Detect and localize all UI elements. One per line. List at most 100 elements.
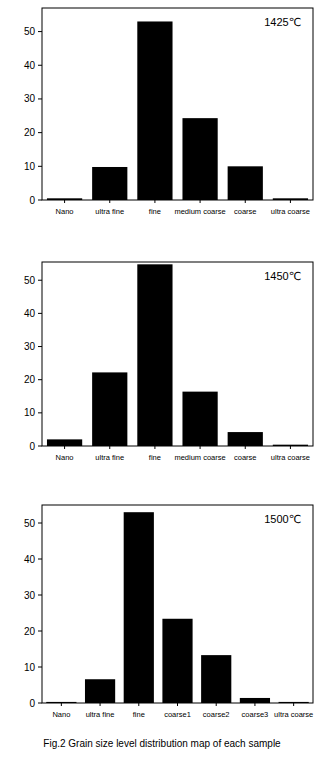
y-tick-label: 10 <box>24 407 36 418</box>
bar <box>137 264 172 446</box>
x-tick-label: Nano <box>52 710 70 719</box>
y-tick-label: 10 <box>24 161 36 172</box>
x-tick <box>64 446 65 449</box>
y-tick-label: 40 <box>24 308 36 319</box>
x-tick <box>154 200 155 203</box>
y-tick <box>38 703 42 704</box>
x-tick-label: coarse1 <box>164 710 191 719</box>
x-tick <box>109 446 110 449</box>
y-tick-label: 10 <box>24 662 36 673</box>
y-tick <box>38 559 42 560</box>
title: 1425℃ <box>264 16 301 28</box>
panel: 0 10 20 30 40 50 Nano ultra fine fine coarse1 coar… <box>24 505 313 719</box>
x-tick-label: Nano <box>56 207 74 216</box>
y-tick <box>38 200 42 201</box>
y-tick <box>38 379 42 380</box>
y-tick <box>38 132 42 133</box>
y-tick <box>38 280 42 281</box>
x-tick <box>245 446 246 449</box>
x-tick <box>138 703 139 706</box>
x-tick-label: coarse <box>234 207 257 216</box>
x-tick <box>290 200 291 203</box>
y-tick-label: 20 <box>24 626 36 637</box>
y-tick <box>38 595 42 596</box>
title: 1450℃ <box>264 270 301 282</box>
x-tick <box>64 200 65 203</box>
y-tick <box>38 412 42 413</box>
y-tick-label: 0 <box>29 441 35 452</box>
y-tick <box>38 667 42 668</box>
x-tick-label: ultra coarse <box>271 207 310 216</box>
x-tick-label: coarse3 <box>242 710 269 719</box>
y-tick-label: 20 <box>24 374 36 385</box>
bar <box>228 166 263 200</box>
bar <box>92 372 127 446</box>
y-tick-label: 50 <box>24 26 36 37</box>
x-tick <box>61 703 62 706</box>
x-tick <box>154 446 155 449</box>
bar <box>182 118 217 200</box>
y-tick <box>38 31 42 32</box>
bar <box>228 432 263 446</box>
bar <box>240 698 270 703</box>
x-tick-label: ultra fine <box>95 207 124 216</box>
x-tick <box>293 703 294 706</box>
y-tick-label: 50 <box>24 275 36 286</box>
bar <box>92 167 127 200</box>
y-tick <box>38 98 42 99</box>
y-tick <box>38 166 42 167</box>
panel: 0 10 20 30 40 50 Nano ultra fine fine medium coar… <box>24 262 313 462</box>
y-tick-label: 0 <box>29 698 35 709</box>
y-tick <box>38 313 42 314</box>
y-tick-label: 30 <box>24 341 36 352</box>
frame <box>42 8 313 200</box>
bar <box>182 392 217 446</box>
x-tick-label: Nano <box>56 453 74 462</box>
caption: Fig.2 Grain size level distribution map … <box>43 738 281 749</box>
x-tick-label: coarse2 <box>203 710 230 719</box>
frame <box>42 262 313 446</box>
x-tick-label: medium coarse <box>174 207 225 216</box>
x-tick <box>200 446 201 449</box>
x-tick-label: fine <box>149 207 161 216</box>
bar <box>47 439 82 446</box>
frame <box>42 505 313 703</box>
y-tick <box>38 446 42 447</box>
y-tick <box>38 631 42 632</box>
x-tick-label: ultra coarse <box>271 453 310 462</box>
y-tick-label: 0 <box>29 195 35 206</box>
x-tick-label: medium coarse <box>174 453 225 462</box>
x-tick-label: fine <box>149 453 161 462</box>
bars <box>47 21 308 200</box>
bar <box>124 512 154 703</box>
bars <box>46 512 308 703</box>
x-tick <box>177 703 178 706</box>
y-tick-label: 40 <box>24 554 36 565</box>
y-tick <box>38 523 42 524</box>
x-tick <box>200 200 201 203</box>
y-tick-label: 40 <box>24 60 36 71</box>
y-tick <box>38 65 42 66</box>
y-tick-label: 30 <box>24 93 36 104</box>
x-tick-label: fine <box>133 710 145 719</box>
title: 1500℃ <box>264 513 301 525</box>
figure: 0 10 20 30 40 50 Nano ultra fine fine medium coar… <box>0 0 325 772</box>
bar <box>85 679 115 703</box>
x-tick-label: coarse <box>234 453 257 462</box>
y-tick <box>38 346 42 347</box>
x-tick <box>290 446 291 449</box>
bars <box>47 264 308 446</box>
x-tick <box>245 200 246 203</box>
bar <box>162 619 192 703</box>
y-tick-label: 50 <box>24 518 36 529</box>
x-tick <box>216 703 217 706</box>
x-tick-label: ultra coarse <box>274 710 313 719</box>
panel: 0 10 20 30 40 50 Nano ultra fine fine medium coar… <box>24 8 313 216</box>
x-tick-label: ultra fine <box>86 710 115 719</box>
x-tick-label: ultra fine <box>95 453 124 462</box>
x-tick <box>254 703 255 706</box>
bar <box>137 21 172 200</box>
y-tick-label: 30 <box>24 590 36 601</box>
x-tick <box>100 703 101 706</box>
y-tick-label: 20 <box>24 127 36 138</box>
